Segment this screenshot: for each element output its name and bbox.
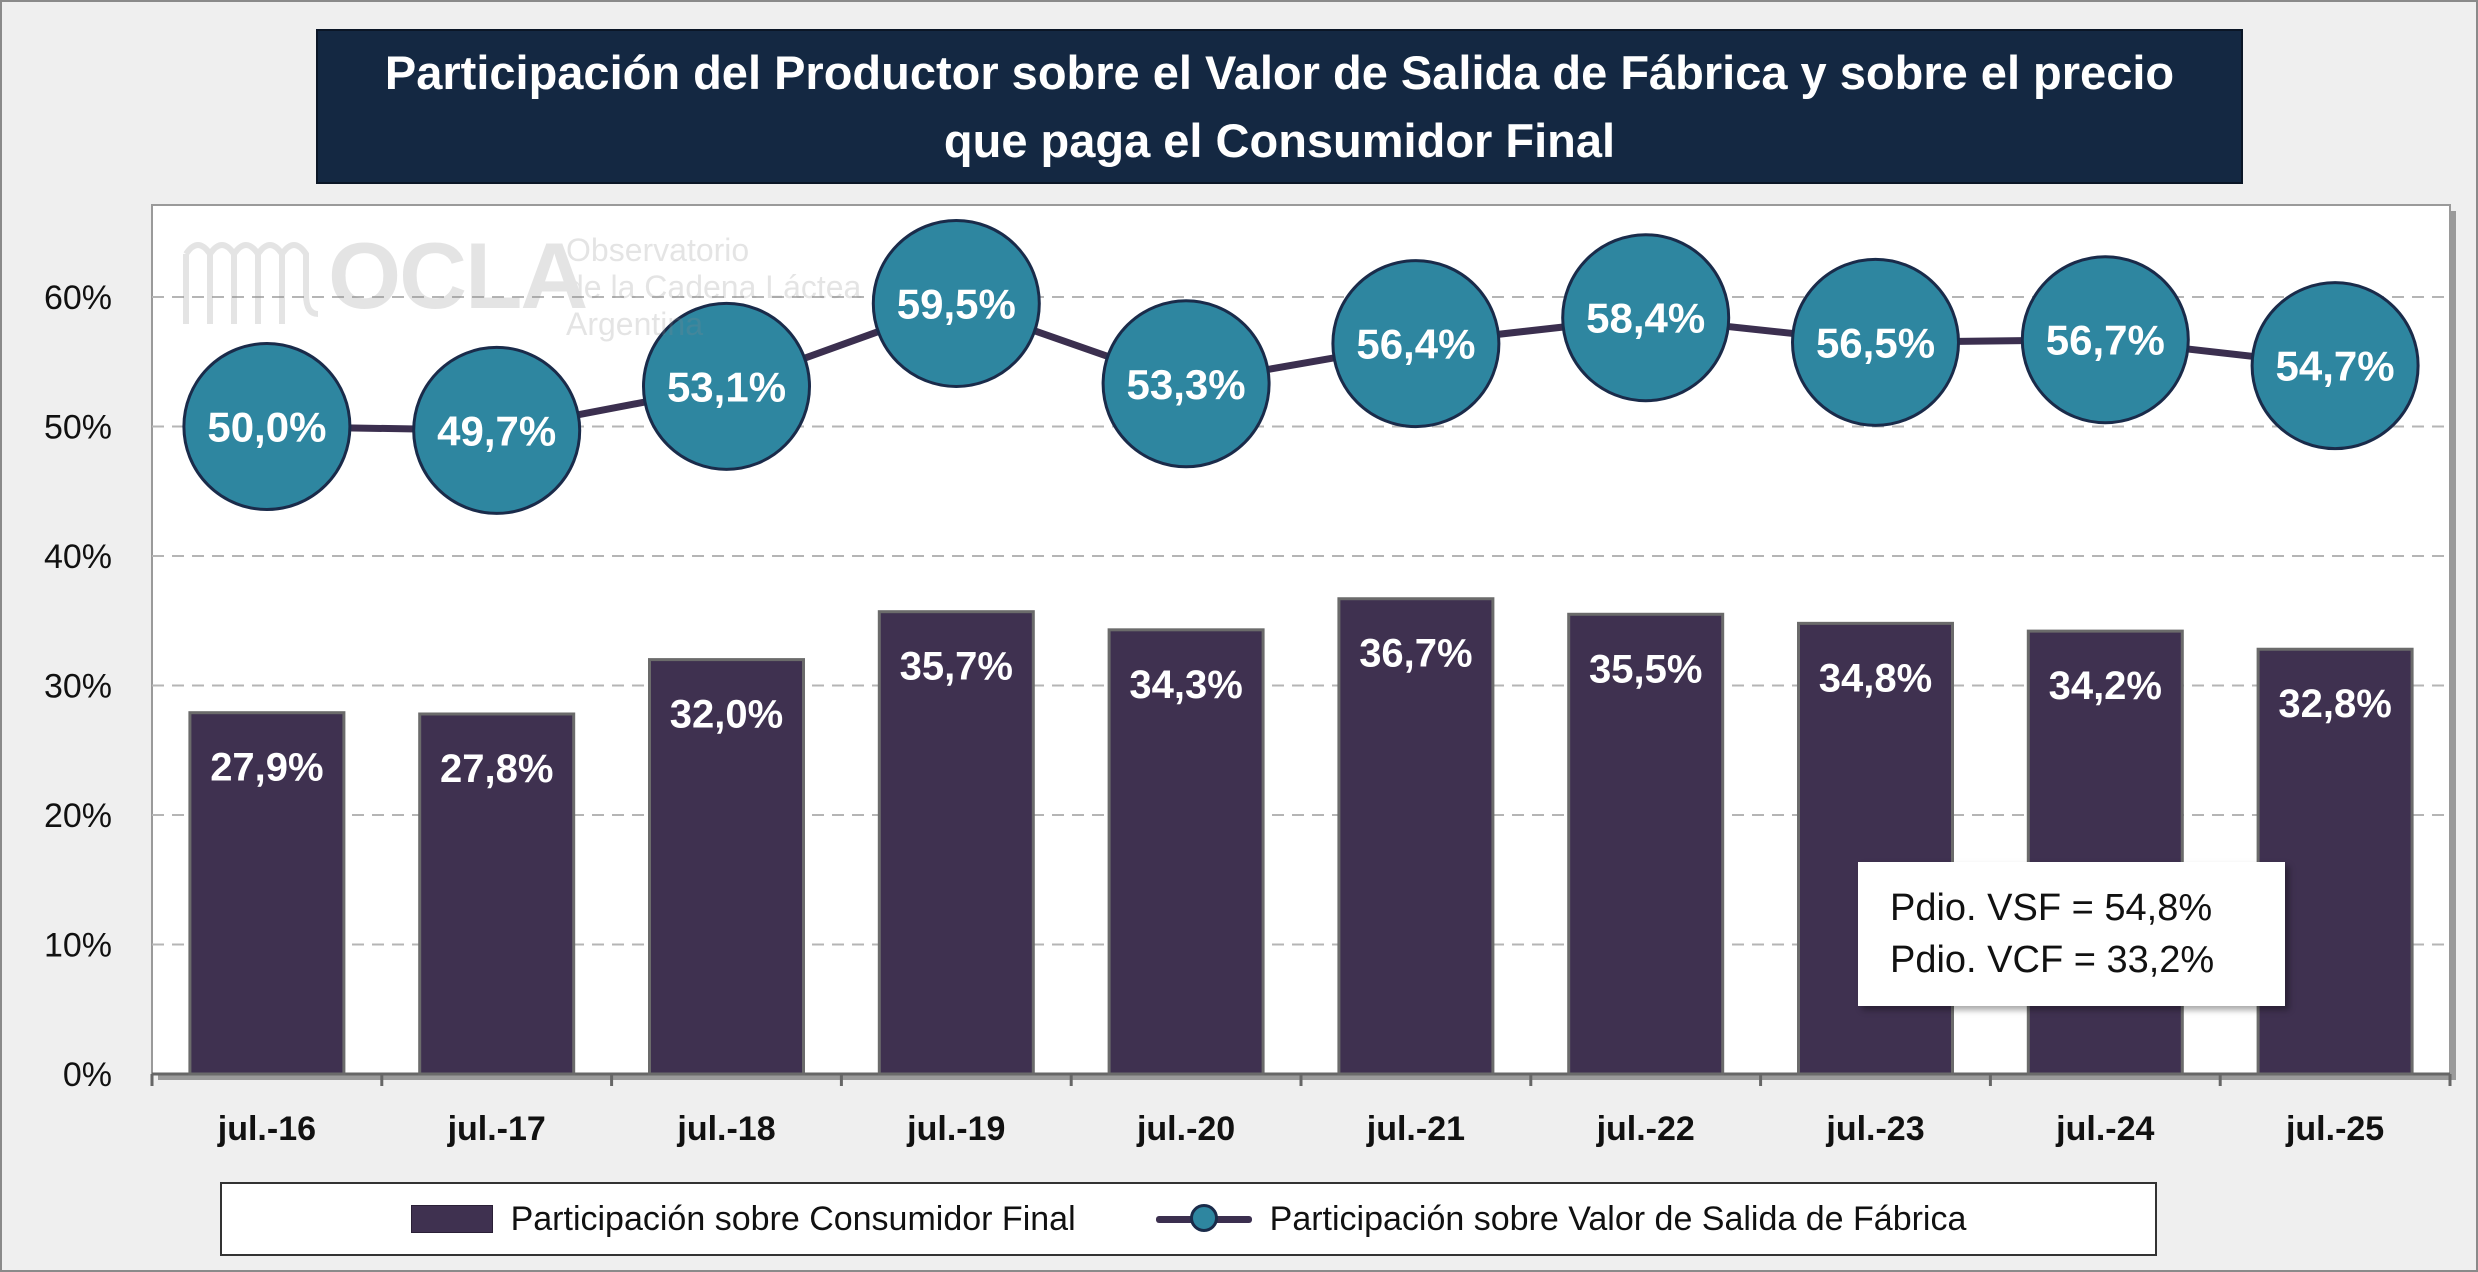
x-tick-label: jul.-16 <box>217 1110 316 1148</box>
chart-title-box: Participación del Productor sobre el Val… <box>316 29 2243 184</box>
average-vsf: Pdio. VSF = 54,8% <box>1890 887 2213 929</box>
bar <box>1107 628 1265 1076</box>
bar <box>648 658 805 1076</box>
x-tick-label: jul.-23 <box>1825 1110 1924 1148</box>
line-data-label: 56,4% <box>1356 321 1475 368</box>
line-marker <box>2250 281 2420 451</box>
bar-data-label: 36,7% <box>1359 632 1472 676</box>
x-tick-label: jul.-20 <box>1136 1110 1235 1148</box>
line-marker <box>1331 259 1501 429</box>
bar <box>418 712 576 1076</box>
bar-data-label: 35,7% <box>900 645 1013 689</box>
bar-data-label: 34,3% <box>1129 663 1242 707</box>
average-vcf: Pdio. VCF = 33,2% <box>1890 939 2215 981</box>
line-marker <box>1791 257 1960 427</box>
bar-data-label: 34,8% <box>1819 656 1932 700</box>
y-tick-label: 40% <box>44 538 112 576</box>
bar <box>1337 597 1495 1076</box>
chart-title: Participación del Productor sobre el Val… <box>384 45 2175 167</box>
bar-data-label: 34,2% <box>2049 664 2162 708</box>
y-tick-label: 60% <box>44 279 112 317</box>
line-marker <box>2020 255 2190 425</box>
bar-data-label: 35,5% <box>1589 647 1702 691</box>
line-data-label: 53,3% <box>1127 361 1246 408</box>
line-data-label: 53,1% <box>667 363 786 410</box>
bar-data-label: 32,8% <box>2278 682 2391 726</box>
x-tick-label: jul.-19 <box>906 1110 1005 1148</box>
line-series <box>266 299 2336 434</box>
line-data-label: 58,4% <box>1586 295 1705 342</box>
bar <box>188 711 346 1076</box>
averages-box: Pdio. VSF = 54,8% Pdio. VCF = 33,2% <box>1858 862 2285 1006</box>
y-tick-label: 30% <box>44 668 112 706</box>
line-data-label: 56,7% <box>2046 317 2165 364</box>
line-marker <box>642 301 811 471</box>
line-data-label: 54,7% <box>2276 343 2395 390</box>
bar <box>1567 612 1725 1076</box>
legend-bar-label: Participación sobre Consumidor Final <box>510 1199 1076 1238</box>
legend-item-bar: Participación sobre Consumidor Final <box>410 1199 1076 1239</box>
y-tick-label: 20% <box>44 797 112 835</box>
line-marker <box>412 345 582 515</box>
line-marker <box>1101 299 1271 469</box>
line-data-label: 49,7% <box>437 407 556 454</box>
legend-line-label: Participación sobre Valor de Salida de F… <box>1269 1199 1967 1238</box>
bar <box>877 610 1035 1076</box>
line-marker <box>1561 233 1731 403</box>
line-data-label: 59,5% <box>897 280 1016 327</box>
x-tick-label: jul.-22 <box>1596 1110 1695 1148</box>
x-tick-label: jul.-24 <box>2055 1110 2154 1148</box>
legend-bar-swatch <box>410 1205 493 1233</box>
line-data-label: 56,5% <box>1816 319 1935 366</box>
x-tick-label: jul.-25 <box>2285 1110 2384 1148</box>
legend-item-line: Participación sobre Valor de Salida de F… <box>1155 1199 1967 1239</box>
x-tick-label: jul.-17 <box>447 1110 546 1148</box>
y-tick-label: 0% <box>63 1056 112 1094</box>
bar-data-label: 27,8% <box>440 747 553 791</box>
legend-line-swatch <box>1155 1204 1252 1234</box>
y-tick-label: 10% <box>44 927 112 965</box>
line-marker <box>871 218 1041 388</box>
bar-data-label: 27,9% <box>210 746 323 790</box>
line-marker <box>182 342 352 511</box>
x-tick-label: jul.-21 <box>1366 1110 1465 1148</box>
y-tick-label: 50% <box>44 409 112 447</box>
legend: Participación sobre Consumidor Final Par… <box>220 1182 2157 1256</box>
x-tick-label: jul.-18 <box>676 1110 775 1148</box>
bar-data-label: 32,0% <box>670 693 783 737</box>
line-data-label: 50,0% <box>207 404 326 451</box>
